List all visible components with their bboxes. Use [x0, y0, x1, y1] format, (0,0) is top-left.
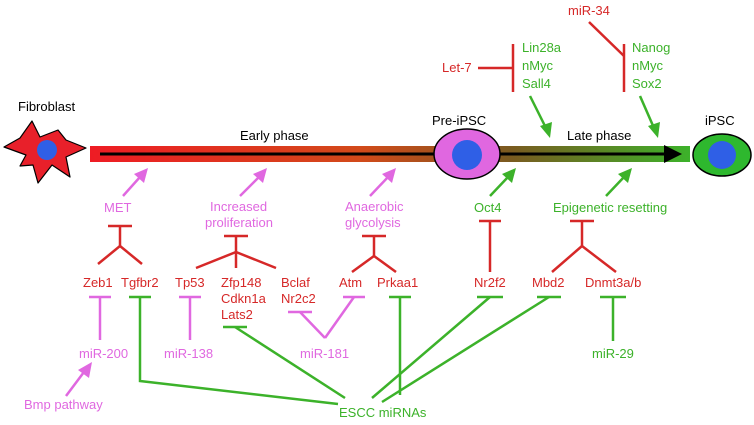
let-7-label: Let-7 [442, 60, 472, 75]
gene-bclaf: Bclaf [281, 275, 310, 290]
ipsc-cell [692, 133, 752, 177]
mirna-mir-138: miR-138 [164, 346, 213, 361]
factor-nmyc-right: nMyc [632, 58, 664, 73]
gene-nr2f2: Nr2f2 [474, 275, 506, 290]
gene-tgfbr2: Tgfbr2 [121, 275, 159, 290]
gene-nr2c2: Nr2c2 [281, 291, 316, 306]
factor-arrows-down [528, 95, 660, 138]
mir-34-label: miR-34 [568, 3, 610, 18]
process-arrows-up [122, 168, 632, 197]
gene-dnmt3ab: Dnmt3a/b [585, 275, 641, 290]
process-epigenetic: Epigenetic resetting [553, 200, 667, 215]
process-oct4: Oct4 [474, 200, 501, 215]
process-glycolysis-line1: Anaerobic [345, 199, 404, 214]
gene-tp53: Tp53 [175, 275, 205, 290]
gene-lats2: Lats2 [221, 307, 253, 322]
gene-prkaa1: Prkaa1 [377, 275, 418, 290]
pre-ipsc-label: Pre-iPSC [432, 113, 486, 128]
barrier-inhibitors [97, 219, 617, 274]
factor-sox2: Sox2 [632, 76, 662, 91]
factor-nmyc-left: nMyc [522, 58, 554, 73]
early-phase-label: Early phase [240, 128, 309, 143]
fibroblast-cell [3, 120, 87, 184]
mirna-mir-181: miR-181 [300, 346, 349, 361]
late-phase-label: Late phase [567, 128, 631, 143]
process-met: MET [104, 200, 132, 215]
gene-mbd2: Mbd2 [532, 275, 565, 290]
timeline-arrow-head [664, 145, 682, 163]
pre-ipsc-cell [433, 128, 501, 180]
escc-mirnas-label: ESCC miRNAs [339, 405, 427, 420]
ipsc-label: iPSC [705, 113, 735, 128]
bmp-pathway-label: Bmp pathway [24, 397, 103, 412]
bmp-to-mir200-arrow [65, 362, 92, 397]
gene-zfp148: Zfp148 [221, 275, 261, 290]
gene-atm: Atm [339, 275, 362, 290]
factor-nanog: Nanog [632, 40, 670, 55]
mirna-mir-29: miR-29 [592, 346, 634, 361]
escc-mirna-network [129, 295, 626, 406]
process-proliferation-line2: proliferation [205, 215, 273, 230]
factor-sall4: Sall4 [522, 76, 551, 91]
process-proliferation-line1: Increased [210, 199, 267, 214]
fibroblast-label: Fibroblast [18, 99, 75, 114]
mirna-mir-200: miR-200 [79, 346, 128, 361]
gene-zeb1: Zeb1 [83, 275, 113, 290]
magenta-mirna-inhibitions [89, 295, 365, 340]
mir-34-inhibition [588, 21, 626, 92]
process-glycolysis-line2: glycolysis [345, 215, 401, 230]
factor-lin28a: Lin28a [522, 40, 562, 55]
let-7-inhibition [478, 44, 515, 92]
gene-cdkn1a: Cdkn1a [221, 291, 267, 306]
